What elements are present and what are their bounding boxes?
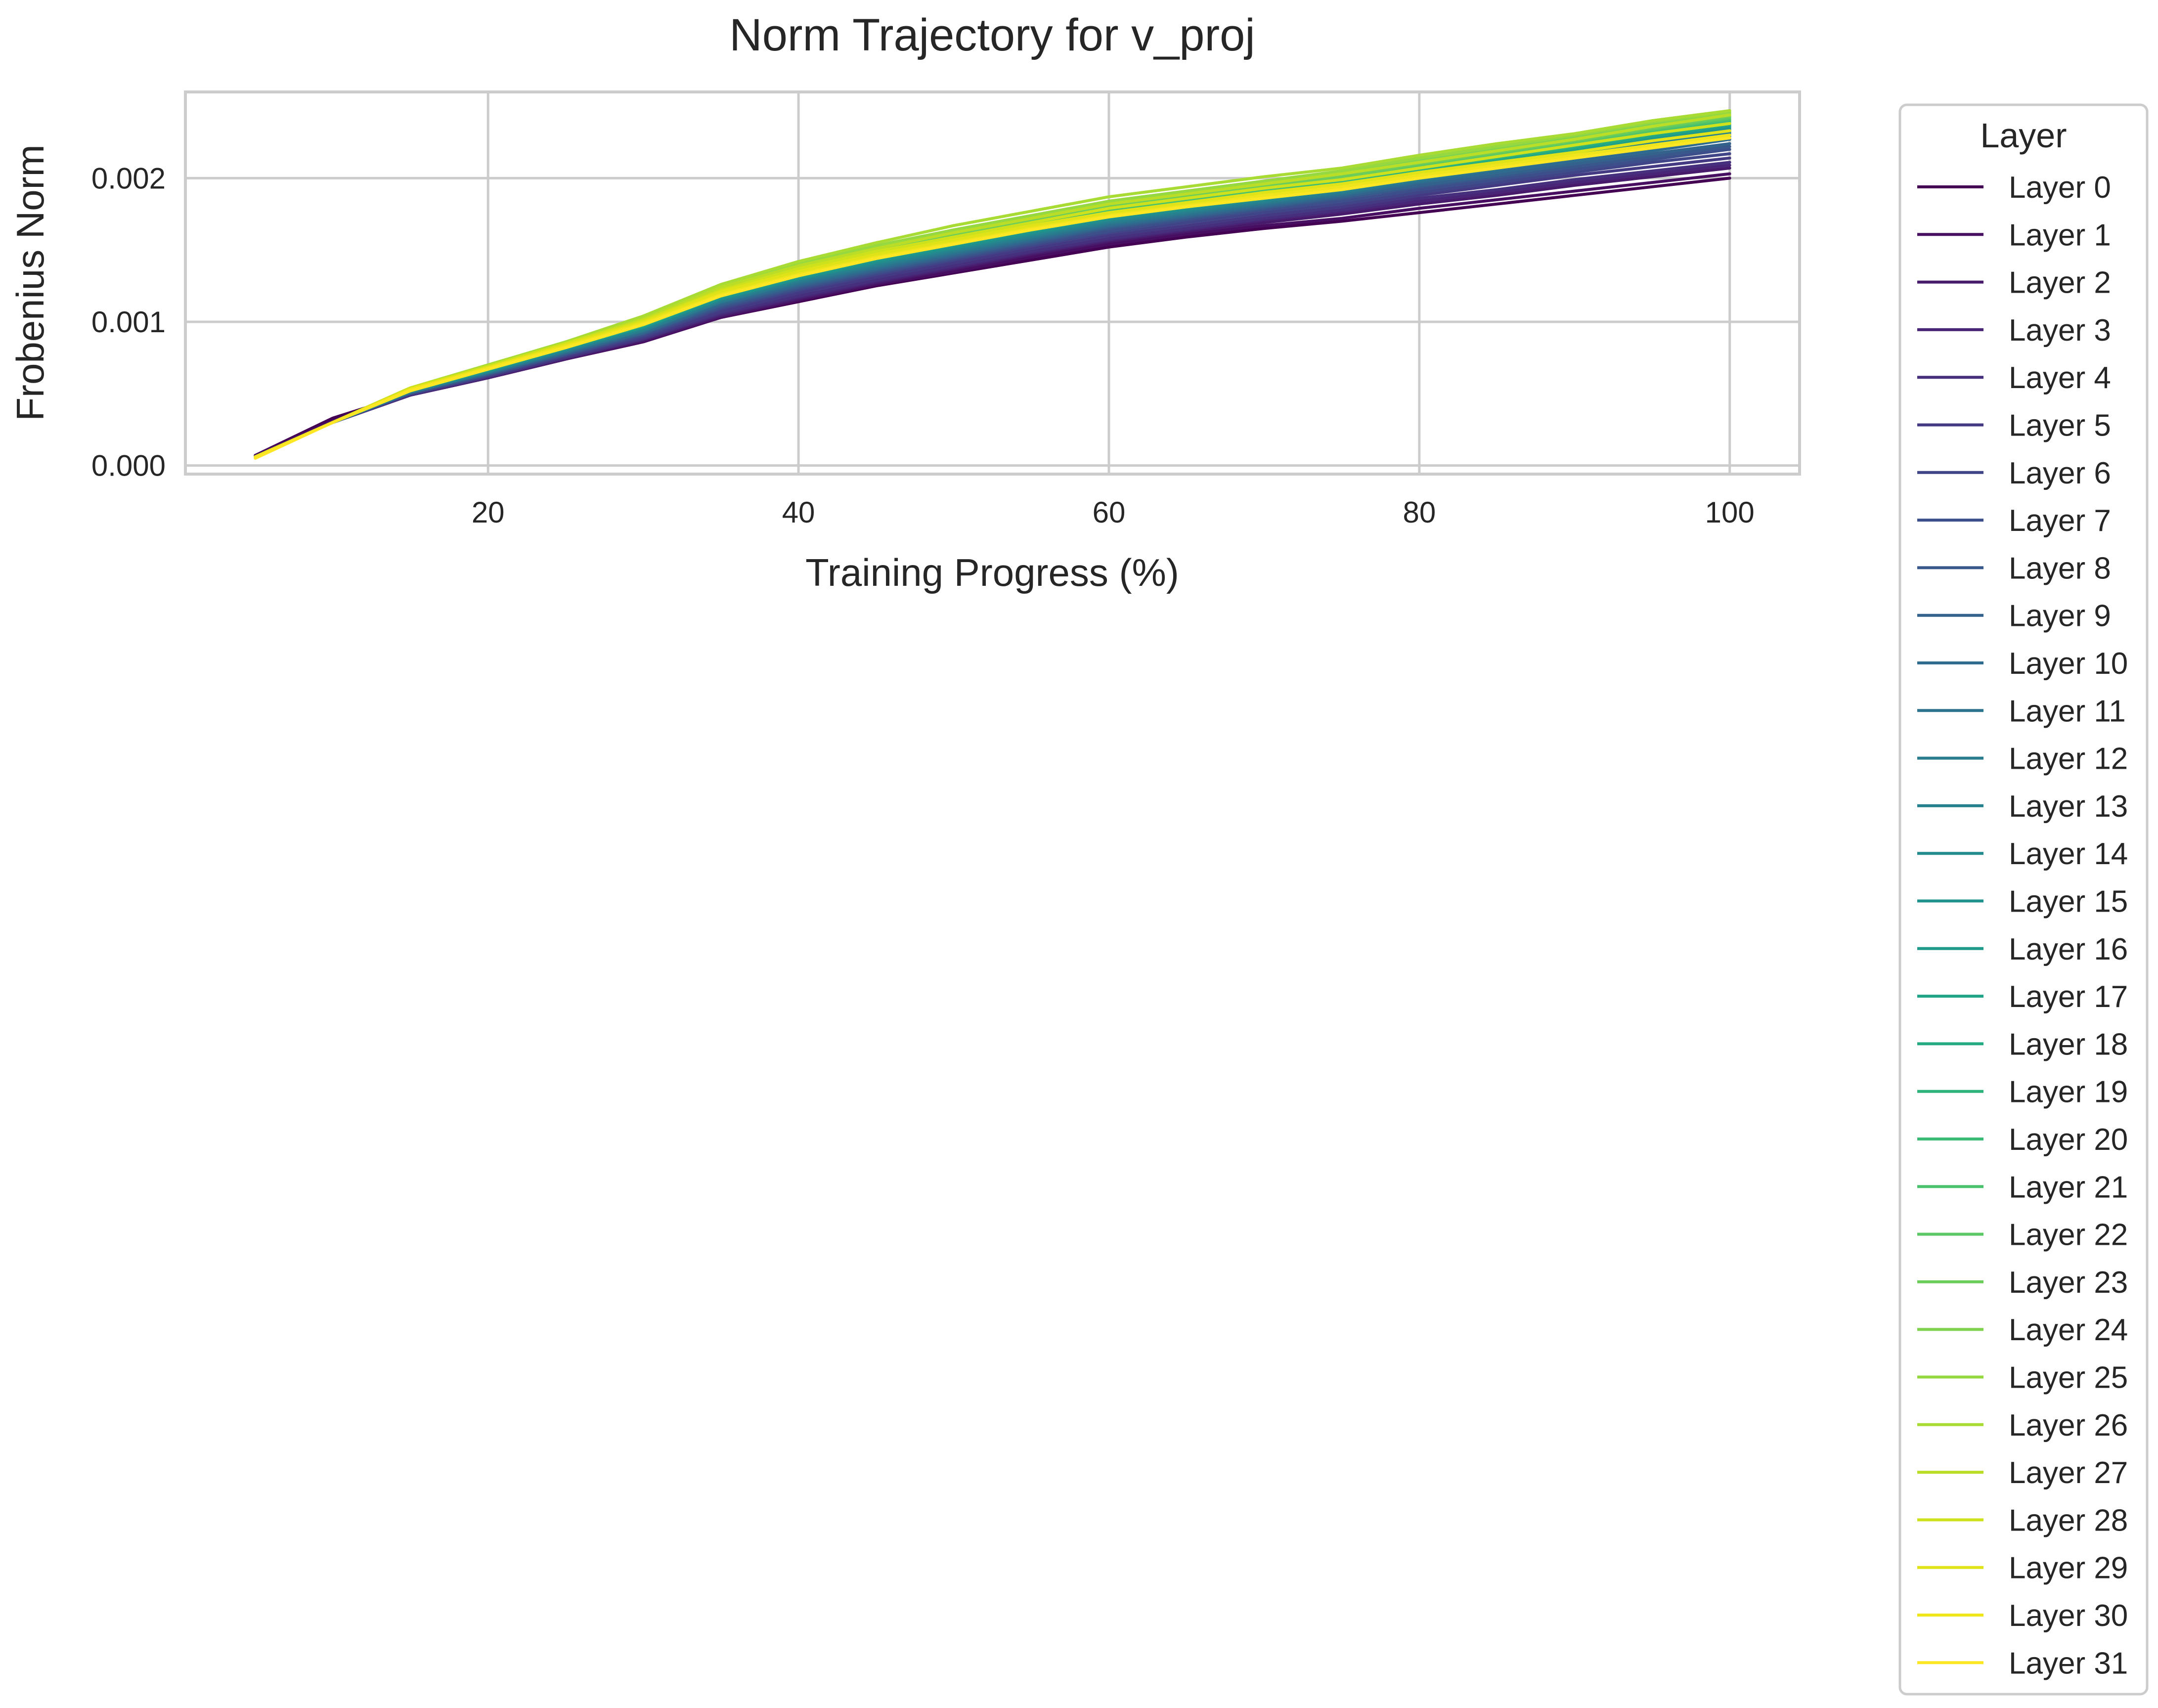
legend-label: Layer 8 bbox=[2009, 551, 2111, 585]
legend-label: Layer 20 bbox=[2009, 1123, 2128, 1157]
x-tick-label: 100 bbox=[1705, 496, 1755, 529]
legend-entry: Layer 2 bbox=[1917, 266, 2111, 300]
chart-title: Norm Trajectory for v_proj bbox=[729, 10, 1255, 60]
legend-entry: Layer 13 bbox=[1917, 789, 2128, 824]
legend-entry: Layer 31 bbox=[1917, 1646, 2128, 1680]
legend-entry: Layer 27 bbox=[1917, 1456, 2128, 1490]
legend-label: Layer 7 bbox=[2009, 504, 2111, 538]
legend-label: Layer 3 bbox=[2009, 313, 2111, 348]
legend-entry: Layer 8 bbox=[1917, 551, 2111, 585]
legend-entry: Layer 9 bbox=[1917, 599, 2111, 633]
series-lines bbox=[254, 109, 1731, 460]
legend-entry: Layer 21 bbox=[1917, 1170, 2128, 1204]
x-tick-labels: 20 40 60 80 100 bbox=[472, 496, 1755, 529]
legend-label: Layer 14 bbox=[2009, 837, 2128, 871]
legend-entry: Layer 23 bbox=[1917, 1266, 2128, 1300]
legend-entry: Layer 14 bbox=[1917, 837, 2128, 871]
x-tick-label: 60 bbox=[1093, 496, 1126, 529]
x-axis-label: Training Progress (%) bbox=[805, 551, 1179, 594]
legend-label: Layer 25 bbox=[2009, 1361, 2128, 1395]
legend-entry: Layer 0 bbox=[1917, 171, 2111, 205]
legend-label: Layer 12 bbox=[2009, 742, 2128, 776]
legend-title: Layer bbox=[1980, 116, 2067, 155]
legend-entry: Layer 4 bbox=[1917, 361, 2111, 395]
legend-label: Layer 17 bbox=[2009, 980, 2128, 1014]
legend-entry: Layer 30 bbox=[1917, 1599, 2128, 1633]
legend-entry: Layer 17 bbox=[1917, 980, 2128, 1014]
legend-label: Layer 4 bbox=[2009, 361, 2111, 395]
legend-label: Layer 26 bbox=[2009, 1408, 2128, 1443]
legend-entry: Layer 19 bbox=[1917, 1075, 2128, 1109]
legend-label: Layer 13 bbox=[2009, 789, 2128, 824]
legend-label: Layer 11 bbox=[2009, 694, 2126, 728]
y-tick-labels: 0.000 0.001 0.002 bbox=[91, 162, 166, 482]
legend-label: Layer 9 bbox=[2009, 599, 2111, 633]
legend-entry: Layer 10 bbox=[1917, 647, 2128, 681]
legend-entry: Layer 20 bbox=[1917, 1123, 2128, 1157]
series-line bbox=[254, 172, 1731, 457]
y-tick-label: 0.001 bbox=[91, 306, 166, 339]
legend-label: Layer 19 bbox=[2009, 1075, 2128, 1109]
y-axis-label: Frobenius Norm bbox=[8, 144, 52, 421]
legend-entry: Layer 18 bbox=[1917, 1027, 2128, 1061]
legend-entry: Layer 3 bbox=[1917, 313, 2111, 348]
legend-entry: Layer 12 bbox=[1917, 742, 2128, 776]
legend-label: Layer 6 bbox=[2009, 456, 2111, 490]
legend-entry: Layer 7 bbox=[1917, 504, 2111, 538]
legend-entry: Layer 11 bbox=[1917, 694, 2126, 728]
legend-label: Layer 30 bbox=[2009, 1599, 2128, 1633]
legend-entry: Layer 29 bbox=[1917, 1551, 2128, 1585]
legend-label: Layer 10 bbox=[2009, 647, 2128, 681]
legend-label: Layer 31 bbox=[2009, 1646, 2128, 1680]
x-tick-label: 40 bbox=[782, 496, 815, 529]
plot-frame bbox=[184, 90, 1801, 476]
legend-entry: Layer 26 bbox=[1917, 1408, 2128, 1443]
legend-label: Layer 21 bbox=[2009, 1170, 2128, 1204]
legend-label: Layer 16 bbox=[2009, 932, 2128, 966]
series-line bbox=[254, 167, 1731, 459]
y-tick-label: 0.002 bbox=[91, 162, 166, 195]
series-line bbox=[254, 164, 1731, 459]
legend-label: Layer 18 bbox=[2009, 1027, 2128, 1061]
legend-label: Layer 27 bbox=[2009, 1456, 2128, 1490]
legend-entry: Layer 1 bbox=[1917, 218, 2111, 252]
series-line bbox=[254, 136, 1731, 460]
legend-label: Layer 5 bbox=[2009, 409, 2111, 443]
legend-label: Layer 0 bbox=[2009, 171, 2111, 205]
legend-label: Layer 15 bbox=[2009, 885, 2128, 919]
legend-entries: Layer 0 Layer 1 Layer 2 Layer 3 Layer 4 Layer… bbox=[1917, 171, 2128, 1680]
legend-label: Layer 22 bbox=[2009, 1218, 2128, 1252]
legend-entry: Layer 5 bbox=[1917, 409, 2111, 443]
legend-entry: Layer 28 bbox=[1917, 1503, 2128, 1537]
legend-label: Layer 23 bbox=[2009, 1266, 2128, 1300]
legend-entry: Layer 25 bbox=[1917, 1361, 2128, 1395]
x-tick-label: 80 bbox=[1403, 496, 1436, 529]
legend-entry: Layer 24 bbox=[1917, 1313, 2128, 1347]
legend-label: Layer 28 bbox=[2009, 1503, 2128, 1537]
x-tick-label: 20 bbox=[472, 496, 505, 529]
legend-entry: Layer 6 bbox=[1917, 456, 2111, 490]
legend-label: Layer 29 bbox=[2009, 1551, 2128, 1585]
legend-box bbox=[1898, 103, 2149, 1696]
legend-label: Layer 24 bbox=[2009, 1313, 2128, 1347]
y-tick-label: 0.000 bbox=[91, 449, 166, 482]
series-line bbox=[254, 148, 1731, 459]
legend-entry: Layer 22 bbox=[1917, 1218, 2128, 1252]
legend-entry: Layer 15 bbox=[1917, 885, 2128, 919]
series-line bbox=[254, 161, 1731, 459]
legend-label: Layer 2 bbox=[2009, 266, 2111, 300]
legend-label: Layer 1 bbox=[2009, 218, 2111, 252]
legend-entry: Layer 16 bbox=[1917, 932, 2128, 966]
